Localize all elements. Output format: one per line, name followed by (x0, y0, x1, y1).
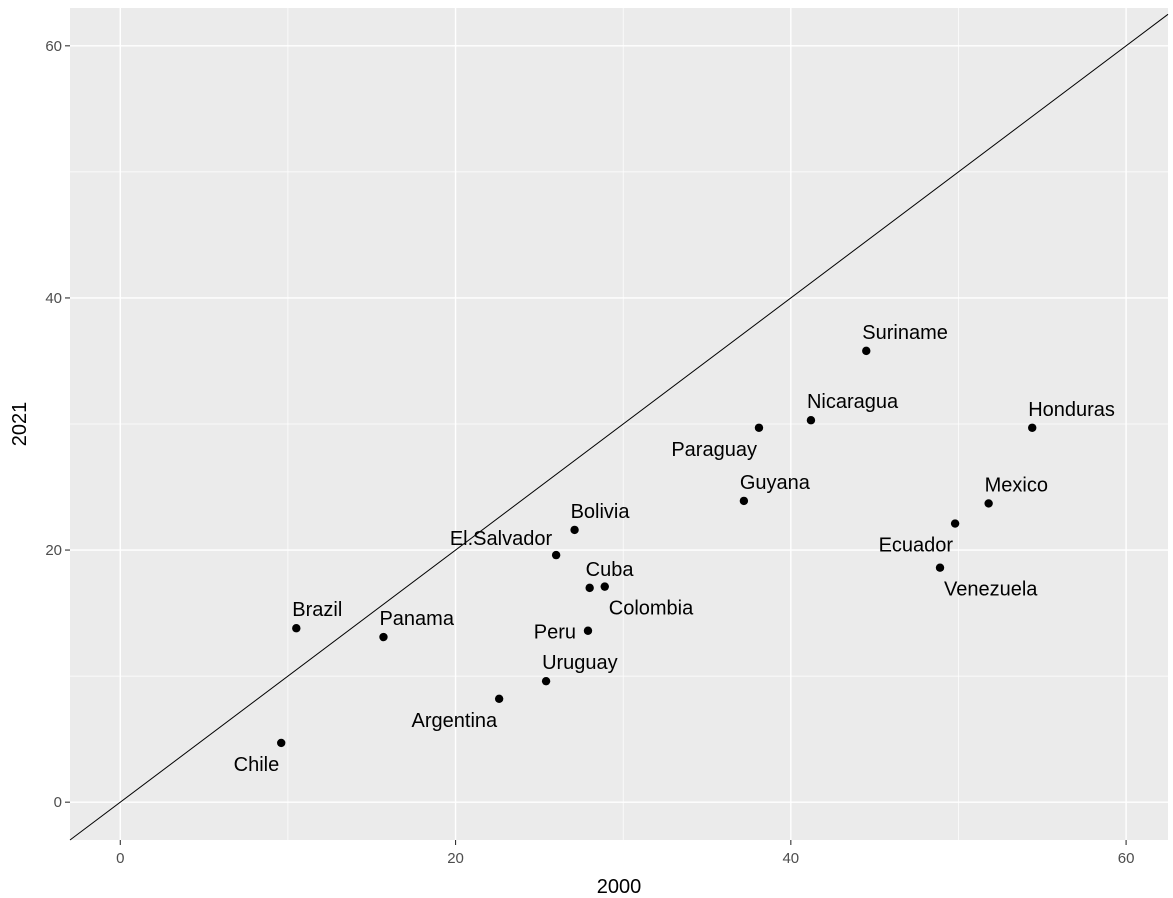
point-label: Peru (534, 622, 576, 644)
data-point (541, 676, 551, 686)
data-point (1028, 423, 1037, 432)
point-label: Paraguay (671, 439, 757, 461)
point-label: Ecuador (879, 535, 954, 557)
point-label: Bolivia (571, 501, 631, 523)
major-gridlines (70, 8, 1168, 840)
point-label: Nicaragua (807, 391, 899, 413)
identity-reference-line (69, 13, 1169, 841)
point-label: Panama (379, 608, 454, 630)
data-point (600, 582, 609, 591)
y-axis-title: 2021 (9, 402, 31, 447)
x-tick-label: 60 (1118, 850, 1135, 867)
point-label: Venezuela (944, 579, 1038, 601)
y-axis: 0 20 40 60 (45, 38, 70, 811)
data-point (583, 626, 593, 635)
data-point (950, 519, 960, 528)
point-label: Brazil (292, 599, 342, 621)
data-point (739, 496, 749, 506)
x-axis: 0 20 40 60 (116, 840, 1134, 867)
data-point (292, 624, 301, 633)
point-label: Argentina (412, 710, 498, 732)
data-point (806, 416, 816, 425)
data-point (935, 563, 945, 572)
point-label: Suriname (862, 322, 948, 344)
x-tick-label: 0 (116, 850, 124, 867)
y-tick-label: 20 (45, 542, 62, 559)
data-point (379, 632, 388, 642)
y-tick-label: 40 (45, 290, 62, 307)
y-tick-label: 60 (45, 38, 62, 55)
data-point (551, 550, 561, 560)
point-label: Mexico (985, 474, 1048, 496)
point-label: Colombia (609, 598, 694, 620)
x-axis-title: 2000 (597, 876, 642, 898)
data-points (277, 346, 1037, 748)
data-point (494, 694, 504, 704)
point-label: Honduras (1028, 399, 1115, 421)
point-label: Guyana (740, 472, 811, 494)
data-point (570, 525, 579, 535)
data-point (754, 423, 764, 432)
y-tick-label: 0 (54, 794, 62, 811)
x-tick-label: 20 (447, 850, 464, 867)
data-point (585, 583, 594, 593)
data-point (277, 738, 286, 748)
data-point (984, 499, 993, 508)
data-point (862, 346, 871, 356)
x-tick-label: 40 (782, 850, 799, 867)
point-label: Chile (234, 754, 280, 776)
point-labels: Chile Brazil Panama Argentina Uruguay El.Salv… (234, 322, 1115, 776)
point-label: El.Salvador (450, 528, 553, 550)
point-label: Uruguay (542, 652, 618, 674)
point-label: Cuba (586, 559, 635, 581)
